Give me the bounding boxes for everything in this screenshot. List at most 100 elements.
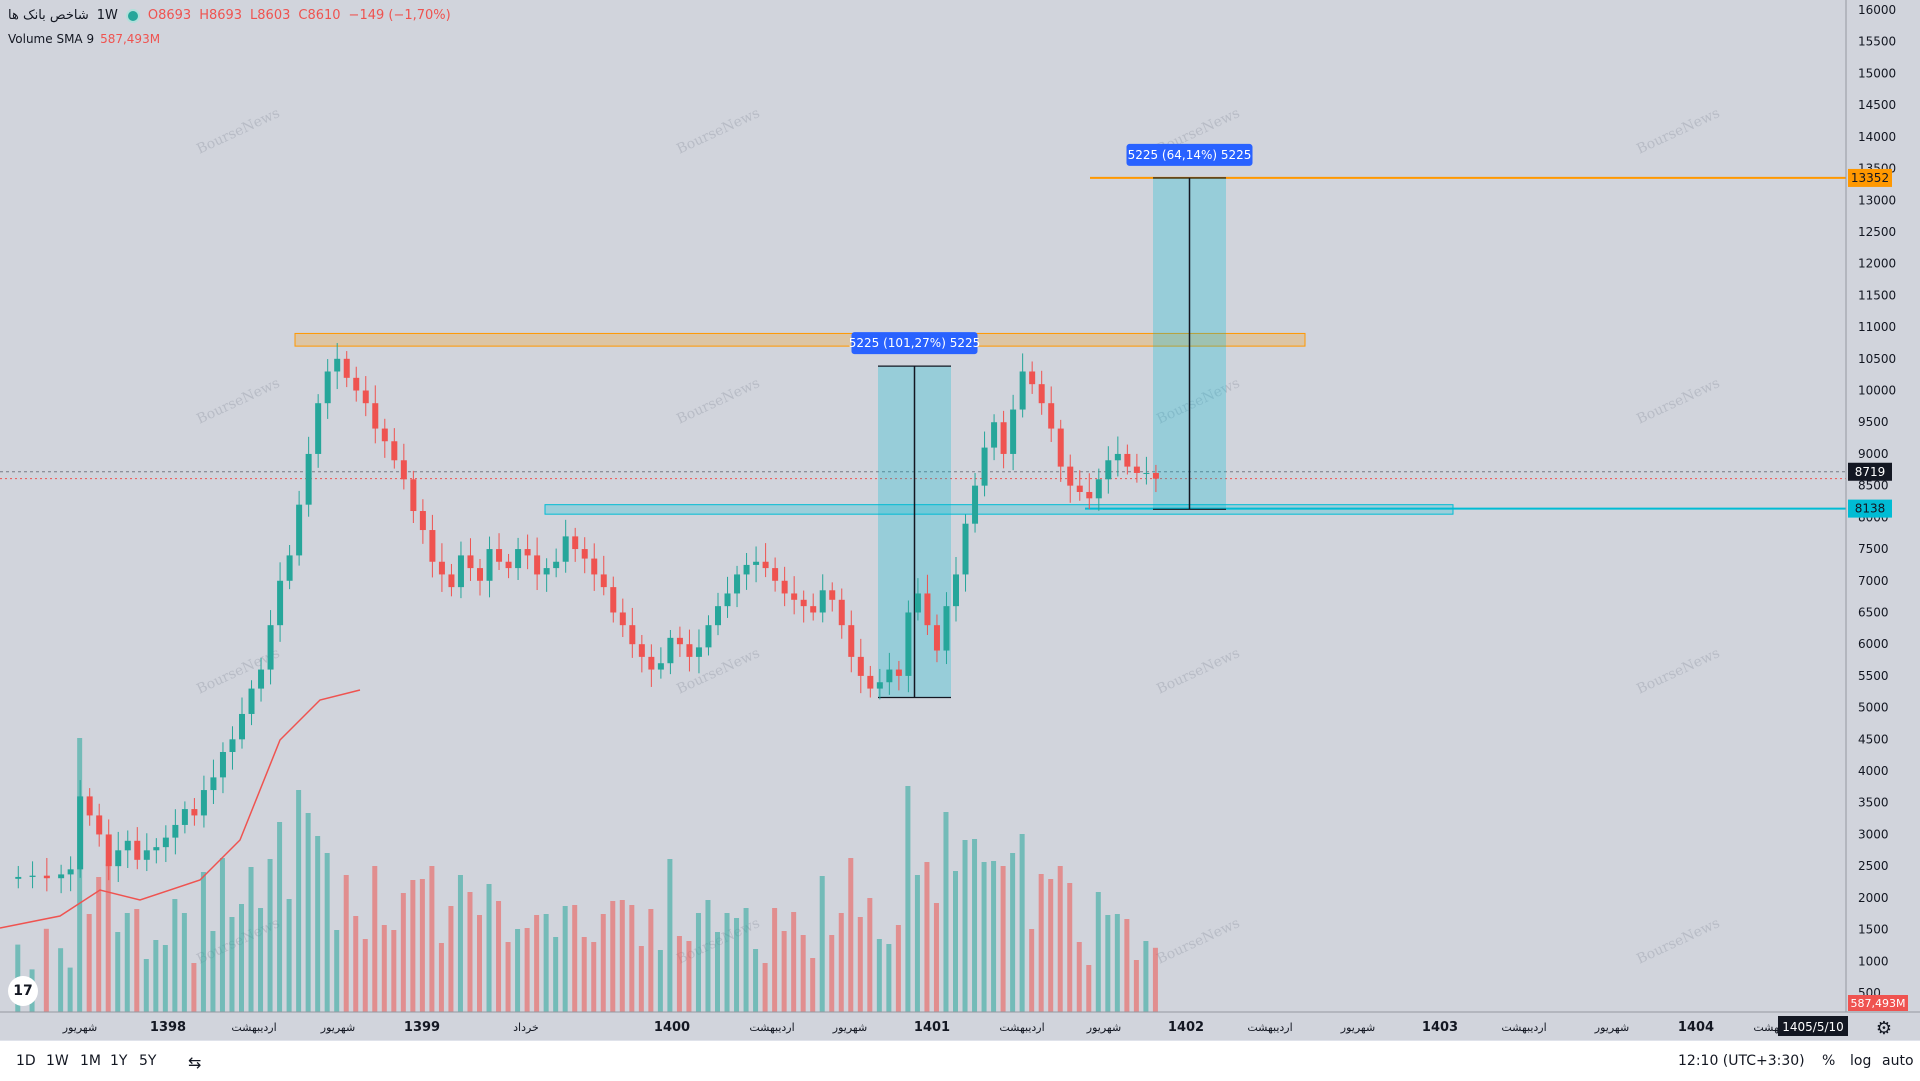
volume-tag-bg (1848, 995, 1908, 1011)
y-tick-label: 6000 (1858, 637, 1889, 651)
clock-timezone[interactable]: 12:10 (UTC+3:30) (1678, 1053, 1805, 1069)
y-tick-label: 2500 (1858, 859, 1889, 873)
measure-move-2-label: 5225 (64,14%) 5225 (1128, 148, 1252, 162)
candle-body (943, 606, 950, 651)
x-tick-label: شهریور (320, 1021, 355, 1034)
volume-bar (515, 929, 521, 1012)
candle-body (277, 580, 284, 626)
volume-bar (705, 900, 711, 1012)
y-tick-label: 12500 (1858, 225, 1896, 239)
volume-bar (267, 859, 273, 1012)
y-tick-label: 11000 (1858, 320, 1896, 334)
volume-bar (438, 943, 444, 1012)
candle-body (239, 713, 245, 740)
y-tick-label: 2000 (1858, 891, 1889, 905)
candle-body (391, 441, 398, 461)
auto-toggle[interactable]: auto (1882, 1053, 1914, 1069)
candle-body (496, 549, 503, 562)
volume-bar (134, 909, 140, 1012)
y-tick-label: 10500 (1858, 352, 1896, 366)
volume-bar (1048, 879, 1054, 1012)
y-tick-label: 7500 (1858, 542, 1889, 556)
timeframe-1m-button[interactable]: 1M (80, 1053, 101, 1069)
candle-body (819, 590, 826, 613)
y-tick-label: 14500 (1858, 98, 1896, 112)
volume-bar (124, 913, 130, 1012)
timeframe-1y-button[interactable]: 1Y (110, 1053, 128, 1069)
volume-bar (581, 937, 587, 1012)
x-tick-label: 1402 (1168, 1020, 1204, 1035)
candle-body (534, 555, 541, 575)
candle-body (829, 590, 836, 600)
candle-body (1010, 409, 1017, 454)
y-tick-label: 1500 (1858, 923, 1889, 937)
candle-body (933, 625, 940, 651)
candle-body (86, 796, 93, 816)
candle-body (676, 637, 683, 645)
volume-label[interactable]: Volume SMA 9 (8, 32, 95, 46)
candle-body (867, 675, 874, 689)
candle-body (591, 558, 598, 575)
volume-bar (1010, 853, 1016, 1012)
volume-bar (781, 931, 787, 1012)
candle-body (315, 403, 322, 454)
volume-bar (562, 906, 568, 1012)
y-tick-label: 7000 (1858, 574, 1889, 588)
volume-bar (1029, 929, 1035, 1012)
volume-bar (695, 913, 701, 1012)
y-tick-label: 15500 (1858, 35, 1896, 49)
y-tick-label: 14000 (1858, 130, 1896, 144)
support-price-tag-bg (1848, 499, 1892, 518)
measure-move-1-label-bg (851, 332, 978, 355)
settings-gear-icon[interactable]: ⚙ (1876, 1018, 1892, 1039)
cursor-date-bg (1778, 1016, 1848, 1036)
volume-bar (534, 915, 540, 1012)
x-tick-label: 1403 (1422, 1020, 1458, 1035)
candle-body (638, 644, 645, 657)
candle-body (1076, 485, 1083, 492)
candle-body (619, 612, 626, 626)
candle-body (334, 358, 341, 372)
volume-bar (981, 862, 987, 1012)
candle-body (572, 536, 579, 550)
candle-body (838, 599, 845, 626)
log-toggle[interactable]: log (1850, 1053, 1872, 1069)
percent-toggle[interactable]: % (1822, 1053, 1836, 1069)
candle-body (610, 587, 617, 613)
candle-body (219, 752, 226, 778)
volume-bar (895, 925, 901, 1012)
volume-bar (343, 875, 349, 1012)
volume-bar (324, 853, 330, 1012)
candle-body (705, 625, 712, 648)
volume-bar (953, 871, 958, 1012)
timeframe-1d-button[interactable]: 1D (16, 1053, 36, 1069)
volume-bar (886, 944, 892, 1012)
symbol-name[interactable]: شاخص بانک ها (8, 8, 89, 23)
x-tick-label: خرداد (513, 1021, 539, 1034)
volume-bar (905, 786, 911, 1012)
volume-bar (334, 930, 340, 1012)
date-range-icon[interactable]: ⇆ (188, 1053, 202, 1072)
volume-bar (1057, 866, 1063, 1012)
candle-body (181, 809, 188, 825)
candle-body (29, 875, 36, 877)
tradingview-logo-icon[interactable]: 17 (8, 976, 38, 1006)
volume-bar (210, 931, 216, 1012)
volume-bar (800, 935, 806, 1012)
candle-body (305, 453, 312, 505)
volume-bar (172, 899, 178, 1012)
timeframe-5y-button[interactable]: 5Y (139, 1053, 157, 1069)
candle-body (515, 549, 522, 569)
y-tick-label: 3500 (1858, 796, 1889, 810)
candle-body (553, 561, 560, 569)
candle-body (1152, 472, 1159, 479)
x-tick-label: اردیبهشت (999, 1021, 1044, 1034)
timeframe-1w-button[interactable]: 1W (46, 1053, 69, 1069)
interval-label[interactable]: 1W (96, 8, 118, 23)
candle-body (753, 561, 760, 565)
candle-body (686, 644, 693, 657)
current-price-tag-bg (1848, 462, 1892, 481)
volume-bar (648, 909, 654, 1012)
candle-body (562, 536, 569, 562)
